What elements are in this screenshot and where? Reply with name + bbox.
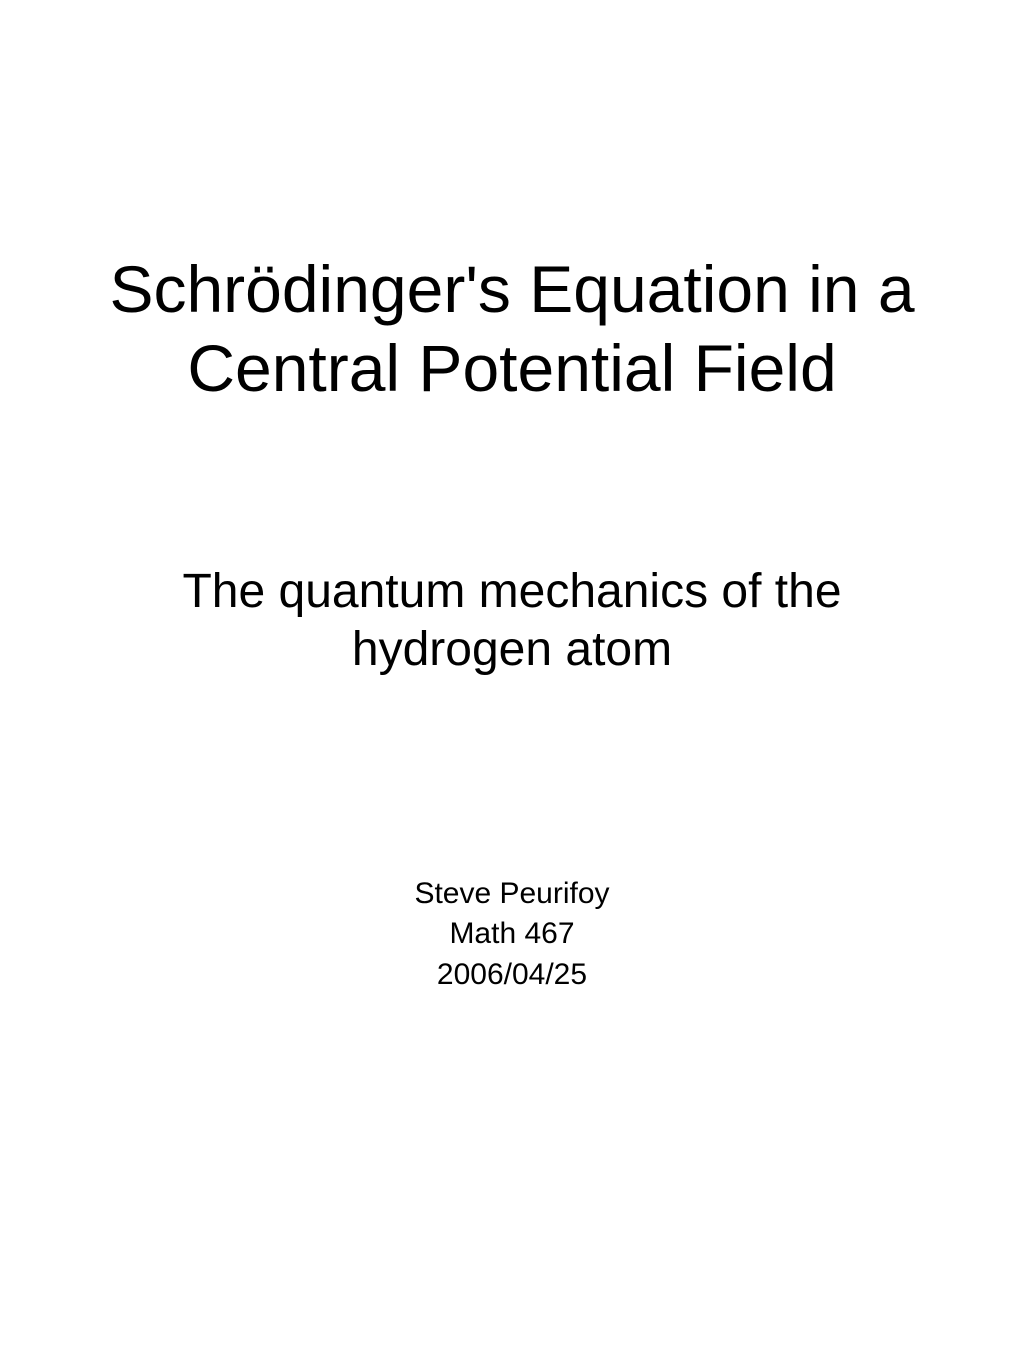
author-name: Steve Peurifoy	[414, 874, 609, 915]
document-date: 2006/04/25	[414, 955, 609, 996]
course-name: Math 467	[414, 914, 609, 955]
document-subtitle: The quantum mechanics of the hydrogen at…	[152, 563, 872, 678]
document-title: Schrödinger's Equation in a Central Pote…	[102, 250, 922, 408]
author-block: Steve Peurifoy Math 467 2006/04/25	[414, 874, 609, 996]
